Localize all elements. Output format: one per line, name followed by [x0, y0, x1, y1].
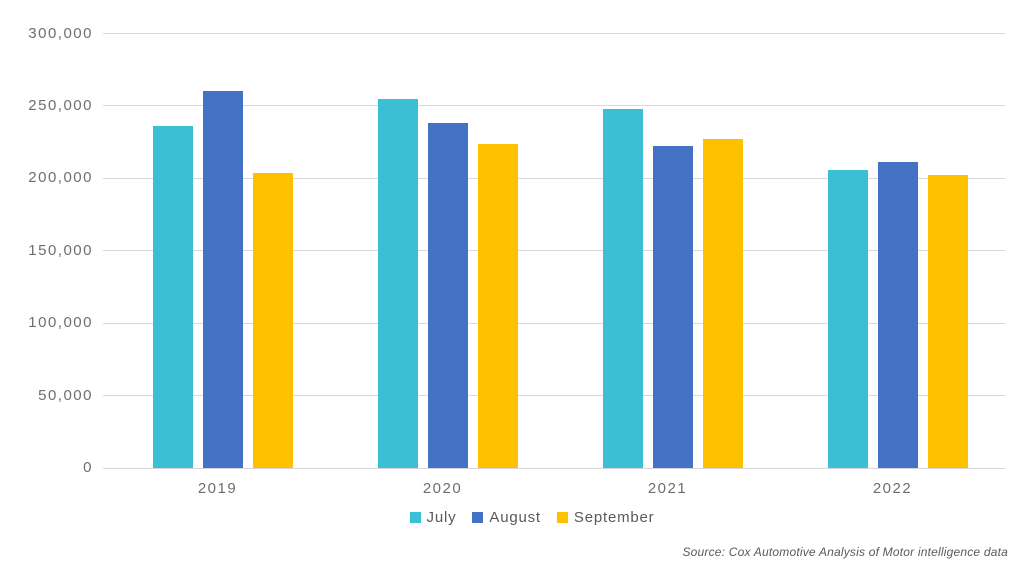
gridline-y-0	[103, 467, 1005, 469]
bar-july-2020	[377, 98, 418, 468]
legend-item-august: August	[472, 509, 541, 526]
bar-september-2019	[252, 172, 293, 468]
bar-september-2021	[702, 139, 743, 468]
y-axis-tick-label: 250,000	[28, 96, 93, 114]
legend-swatch-icon	[409, 512, 421, 523]
x-axis-label-2019: 2019	[197, 480, 238, 497]
legend-label: August	[489, 509, 541, 526]
gridline-y-300000	[103, 33, 1005, 34]
gridline-y-200000	[103, 177, 1005, 179]
gridline-y-150000	[103, 250, 1005, 252]
bar-july-2021	[602, 108, 643, 468]
bar-august-2019	[202, 91, 243, 468]
x-axis-label-2022: 2022	[872, 480, 913, 497]
legend-label: July	[426, 509, 457, 526]
legend-swatch-icon	[556, 512, 568, 523]
bar-august-2021	[652, 146, 693, 468]
bar-july-2022	[827, 169, 868, 468]
x-axis-label-2020: 2020	[422, 480, 463, 497]
y-axis-tick-label: 100,000	[28, 314, 93, 332]
gridline-y-50000	[103, 395, 1005, 397]
gridline-y-100000	[103, 322, 1005, 324]
bar-august-2022	[877, 162, 918, 468]
x-axis-label-2021: 2021	[647, 480, 688, 497]
legend-label: September	[573, 509, 655, 526]
y-axis-tick-label: 150,000	[28, 241, 93, 259]
bar-september-2022	[927, 175, 968, 468]
source-note: Source: Cox Automotive Analysis of Motor…	[682, 545, 1008, 559]
bar-july-2019	[152, 126, 193, 468]
bar-september-2020	[477, 143, 518, 468]
chart-legend: July August September	[20, 509, 1024, 526]
legend-item-september: September	[556, 509, 655, 526]
y-axis-tick-label: 300,000	[28, 24, 93, 42]
y-axis-tick-label: 200,000	[28, 169, 93, 187]
legend-item-july: July	[409, 509, 457, 526]
y-axis-tick-label: 50,000	[38, 386, 93, 404]
bar-august-2020	[427, 123, 468, 468]
y-axis-tick-label: 0	[83, 459, 93, 476]
legend-swatch-icon	[472, 512, 484, 523]
gridline-y-250000	[103, 105, 1005, 107]
